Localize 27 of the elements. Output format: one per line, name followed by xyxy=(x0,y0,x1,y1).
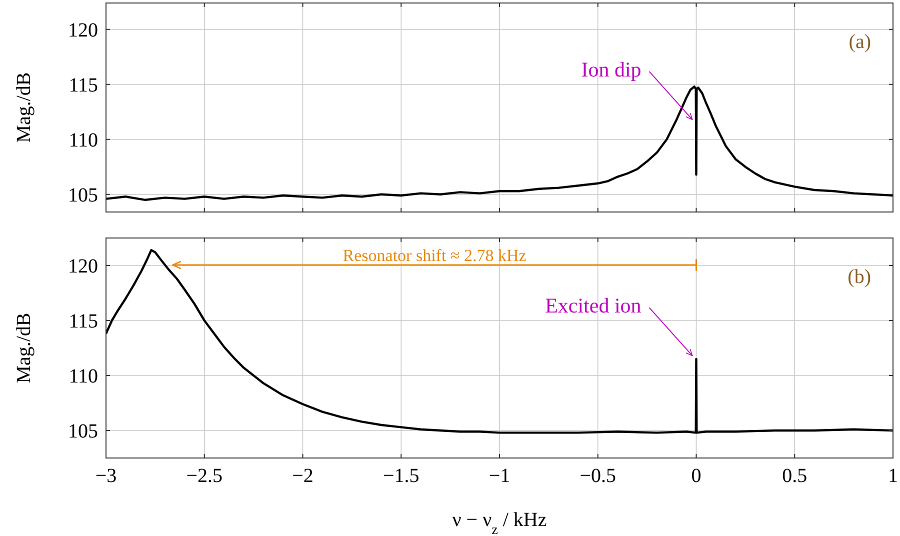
y-tick-label: 115 xyxy=(68,310,98,332)
annotation: Excited ion xyxy=(545,294,642,318)
x-tick-label: 1 xyxy=(888,465,898,487)
y-tick-label: 105 xyxy=(68,184,98,206)
x-axis-title: ν − ν$_{z}$ / kHz xyxy=(452,509,547,536)
annotation: Resonator shift ≈ 2.78 kHz xyxy=(342,246,527,265)
x-tick-label: −0.5 xyxy=(580,465,616,487)
annotation: (a) xyxy=(848,31,871,53)
y-tick-label: 110 xyxy=(68,366,98,388)
x-tick-label: −2 xyxy=(292,465,314,487)
x-tick-label: 0.5 xyxy=(782,465,808,487)
y-tick-label: 120 xyxy=(68,256,98,278)
y-tick-label: 115 xyxy=(68,74,98,96)
x-tick-label: 0 xyxy=(691,465,702,487)
x-tick-label: −3 xyxy=(95,465,117,487)
x-tick-label: −1 xyxy=(488,465,510,487)
y-axis-title: Mag./dB xyxy=(13,312,35,384)
x-tick-label: −2.5 xyxy=(186,465,223,487)
annotation: Ion dip xyxy=(581,58,642,82)
y-tick-label: 110 xyxy=(68,129,98,152)
annotation: (b) xyxy=(848,266,871,288)
y-axis-title: Mag./dB xyxy=(13,72,35,143)
y-tick-label: 120 xyxy=(68,19,98,42)
line-series xyxy=(106,249,893,434)
y-tick-label: 105 xyxy=(68,420,98,442)
x-tick-label: −1.5 xyxy=(382,465,420,487)
line-series xyxy=(106,86,893,201)
